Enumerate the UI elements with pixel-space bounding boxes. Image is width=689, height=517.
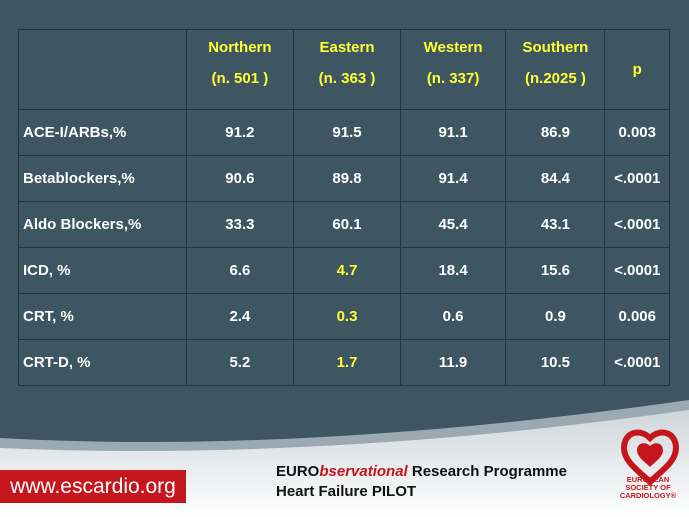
table-cell: <.0001 xyxy=(604,201,670,248)
table-cell: 1.7 xyxy=(293,339,401,386)
row-label: CRT, % xyxy=(18,293,187,340)
table-cell: 0.3 xyxy=(293,293,401,340)
header-label: Northern xyxy=(208,39,272,56)
website[interactable]: www.escardio.org xyxy=(0,470,186,503)
table-cell: 0.003 xyxy=(604,109,670,156)
table-cell: 91.1 xyxy=(399,109,507,156)
header-cell: Eastern (n. 363 ) xyxy=(293,29,401,110)
table-row: CRT-D, % 5.2 1.7 11.9 10.5 <.0001 xyxy=(18,339,670,386)
header-sub: (n.2025 ) xyxy=(525,70,586,87)
header-sub: (n. 337) xyxy=(426,70,480,87)
row-label: Aldo Blockers,% xyxy=(18,201,187,248)
table-cell: 4.7 xyxy=(293,247,401,294)
table-cell: 91.4 xyxy=(399,155,507,202)
header-label: Eastern xyxy=(319,39,375,56)
table-cell: 43.1 xyxy=(505,201,606,248)
header-label: p xyxy=(632,61,642,78)
header-sub: (n. 501 ) xyxy=(211,70,269,87)
logo-text: CARDIOLOGY® xyxy=(619,491,677,500)
table-cell: 60.1 xyxy=(293,201,401,248)
header-cell: Southern (n.2025 ) xyxy=(505,29,606,110)
table-cell: 33.3 xyxy=(185,201,295,248)
data-table: Northern (n. 501 ) Eastern (n. 363 ) Western… xyxy=(18,29,670,386)
logo: EUROPEAN SOCIETY OF CARDIOLOGY® xyxy=(612,430,684,500)
table-cell: 91.2 xyxy=(185,109,295,156)
table-row: Aldo Blockers,% 33.3 60.1 45.4 43.1 <.0001 xyxy=(18,201,670,248)
logo-text: EUROPEAN xyxy=(626,475,670,484)
table-cell: 91.5 xyxy=(293,109,401,156)
corner-cell xyxy=(18,29,187,110)
table-cell: <.0001 xyxy=(604,247,670,294)
table-row: Betablockers,% 90.6 89.8 91.4 84.4 <.0001 xyxy=(18,155,670,202)
table-cell: 5.2 xyxy=(185,339,295,386)
header-row: Northern (n. 501 ) Eastern (n. 363 ) Western… xyxy=(18,29,670,110)
row-label: ACE-I/ARBs,% xyxy=(18,109,187,156)
header-cell: Western (n. 337) xyxy=(399,29,507,110)
logo-heart-inner xyxy=(637,443,663,467)
table-cell: <.0001 xyxy=(604,155,670,202)
table-cell: 10.5 xyxy=(505,339,606,386)
logo-heart xyxy=(620,429,680,487)
header-sub: (n. 363 ) xyxy=(318,70,376,87)
programme-text: EURO xyxy=(276,463,320,480)
header-label: Southern xyxy=(522,39,589,56)
table-cell: 90.6 xyxy=(185,155,295,202)
programme-text: Research Programme xyxy=(407,463,567,480)
logo-text: SOCIETY OF xyxy=(625,483,671,492)
table-cell: 45.4 xyxy=(399,201,507,248)
table-row: ACE-I/ARBs,% 91.2 91.5 91.1 86.9 0.003 xyxy=(18,109,670,156)
table-cell: 18.4 xyxy=(399,247,507,294)
header-cell: Northern (n. 501 ) xyxy=(185,29,295,110)
table-cell: 84.4 xyxy=(505,155,606,202)
table-cell: 0.006 xyxy=(604,293,670,340)
table-row: ICD, % 6.6 4.7 18.4 15.6 <.0001 xyxy=(18,247,670,294)
table-cell: 11.9 xyxy=(399,339,507,386)
table-cell: <.0001 xyxy=(604,339,670,386)
table-cell: 6.6 xyxy=(185,247,295,294)
table-cell: 15.6 xyxy=(505,247,606,294)
row-label: Betablockers,% xyxy=(18,155,187,202)
row-label: ICD, % xyxy=(18,247,187,294)
programme-subtitle: Heart Failure PILOT xyxy=(276,483,417,500)
table-cell: 0.9 xyxy=(505,293,606,340)
row-label: CRT-D, % xyxy=(18,339,187,386)
table-cell: 2.4 xyxy=(185,293,295,340)
table-cell: 0.6 xyxy=(399,293,507,340)
header-cell: p xyxy=(604,29,670,110)
table-cell: 86.9 xyxy=(505,109,606,156)
header-label: Western xyxy=(423,39,483,56)
table-cell: 89.8 xyxy=(293,155,401,202)
programme-text: bservational xyxy=(319,463,408,480)
table-row: CRT, % 2.4 0.3 0.6 0.9 0.006 xyxy=(18,293,670,340)
programme: EURObservational Research Programme Hear… xyxy=(276,462,567,502)
